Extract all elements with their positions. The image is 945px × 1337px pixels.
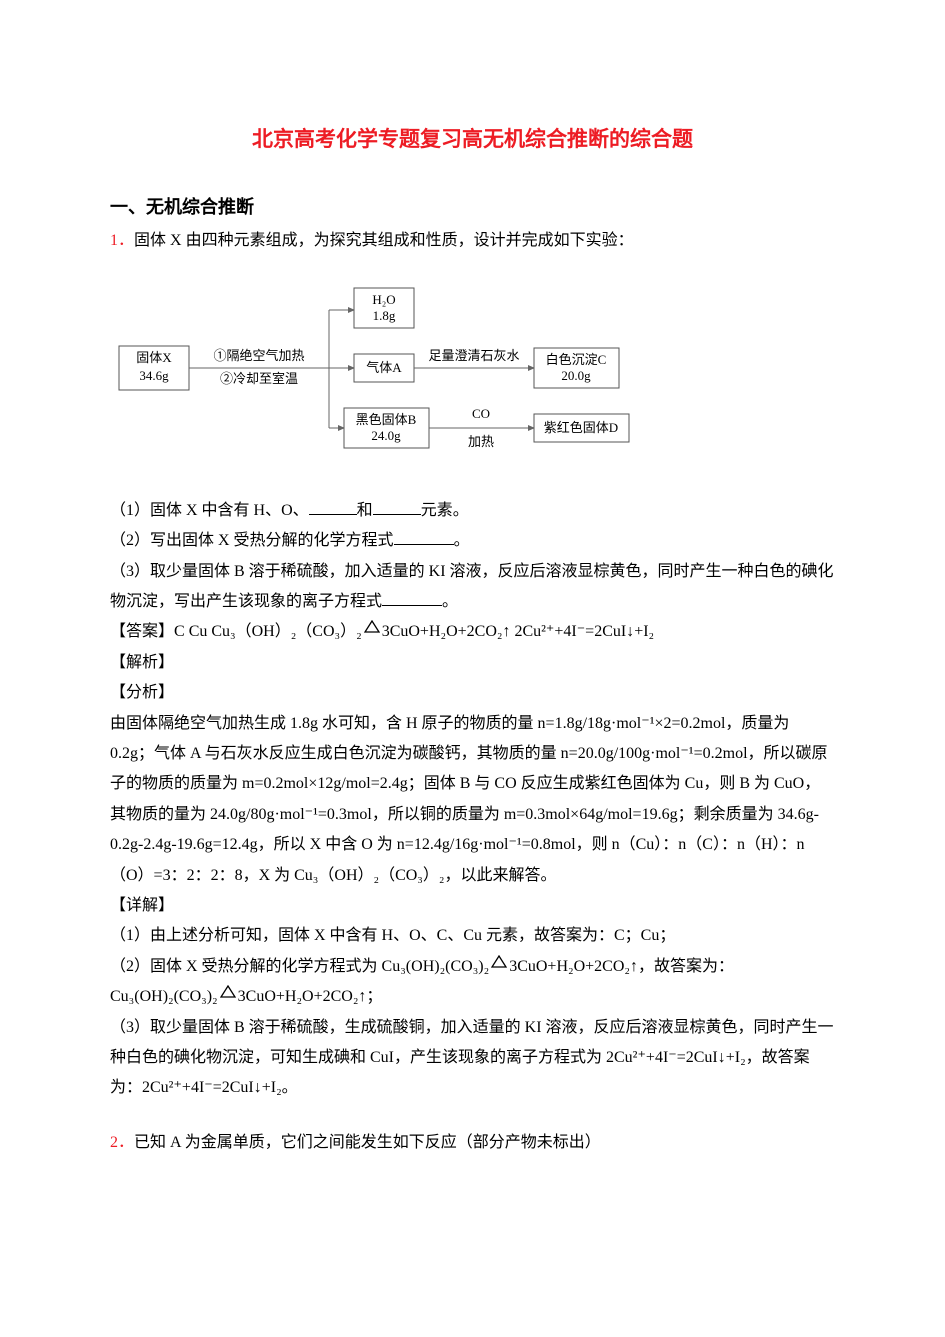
svg-text:②冷却至室温: ②冷却至室温: [220, 371, 298, 386]
q1-3-text-b: 。: [442, 593, 458, 610]
triangle-icon: [220, 980, 236, 1010]
svg-text:黑色固体B: 黑色固体B: [356, 412, 417, 427]
q2-intro-text: 已知 A 为金属单质，它们之间能发生如下反应（部分产物未标出）: [134, 1134, 601, 1151]
q1-1-text-b: 和: [357, 502, 373, 519]
detail-2a: （2）固体 X 受热分解的化学方程式为 Cu₃(OH)₂(CO₃)₂: [110, 958, 489, 975]
q1-1-text-a: （1）固体 X 中含有 H、O、: [110, 502, 309, 519]
q1-2-text-b: 。: [454, 532, 470, 549]
svg-text:固体X: 固体X: [136, 350, 172, 365]
svg-text:足量澄清石灰水: 足量澄清石灰水: [428, 348, 519, 363]
q1-3-text: （3）取少量固体 B 溶于稀硫酸，加入适量的 KI 溶液，反应后溶液显棕黄色，同…: [110, 563, 834, 610]
q1-intro: 1．固体 X 由四种元素组成，为探究其组成和性质，设计并完成如下实验：: [110, 226, 835, 256]
svg-text:CO: CO: [472, 406, 490, 421]
blank: [382, 589, 442, 606]
detail-2d: 3CuO+H₂O+2CO₂↑；: [238, 988, 383, 1005]
triangle-icon: [364, 615, 380, 645]
svg-text:白色沉淀C: 白色沉淀C: [546, 352, 607, 367]
flow-diagram: 固体X 34.6g ①隔绝空气加热 ②冷却至室温 H₂O 1.8g 气体A: [110, 256, 835, 495]
svg-text:20.0g: 20.0g: [561, 368, 591, 383]
detail-label: 【详解】: [110, 891, 835, 921]
q1-part2: （2）写出固体 X 受热分解的化学方程式 。: [110, 526, 835, 556]
svg-text:1.8g: 1.8g: [373, 308, 396, 323]
blank: [309, 498, 357, 515]
q1-1-text-c: 元素。: [421, 502, 469, 519]
q2-number: 2．: [110, 1134, 134, 1151]
q2-intro: 2．已知 A 为金属单质，它们之间能发生如下反应（部分产物未标出）: [110, 1128, 835, 1158]
detail-1: （1）由上述分析可知，固体 X 中含有 H、O、C、Cu 元素，故答案为：C；C…: [110, 921, 835, 951]
blank: [394, 528, 454, 545]
q1-2-text: （2）写出固体 X 受热分解的化学方程式: [110, 532, 394, 549]
detail-2c: Cu₃(OH)₂(CO₃)₂: [110, 988, 218, 1005]
svg-text:①隔绝空气加热: ①隔绝空气加热: [213, 348, 304, 363]
blank: [373, 498, 421, 515]
detail-2b: 3CuO+H₂O+2CO₂↑，故答案为：: [509, 958, 734, 975]
q1-part3: （3）取少量固体 B 溶于稀硫酸，加入适量的 KI 溶液，反应后溶液显棕黄色，同…: [110, 557, 835, 618]
svg-text:34.6g: 34.6g: [139, 368, 169, 383]
analysis-body: 由固体隔绝空气加热生成 1.8g 水可知，含 H 原子的物质的量 n=1.8g/…: [110, 709, 835, 891]
detail-2: （2）固体 X 受热分解的化学方程式为 Cu₃(OH)₂(CO₃)₂ 3CuO+H…: [110, 952, 835, 1013]
analysis-label: 【分析】: [110, 678, 835, 708]
answer-text-a: C Cu Cu₃（OH）₂（CO₃）₂: [174, 623, 362, 640]
svg-text:加热: 加热: [468, 434, 494, 449]
q1-number: 1．: [110, 232, 134, 249]
q1-intro-text: 固体 X 由四种元素组成，为探究其组成和性质，设计并完成如下实验：: [134, 232, 634, 249]
svg-text:H₂O: H₂O: [372, 292, 395, 307]
explain-label: 【解析】: [110, 648, 835, 678]
answer-line: 【答案】C Cu Cu₃（OH）₂（CO₃）₂ 3CuO+H₂O+2CO₂↑ 2C…: [110, 617, 835, 647]
page-title: 北京高考化学专题复习高无机综合推断的综合题: [110, 120, 835, 160]
answer-label: 【答案】: [110, 623, 174, 640]
svg-text:紫红色固体D: 紫红色固体D: [544, 420, 618, 435]
triangle-icon: [491, 950, 507, 980]
section-heading: 一、无机综合推断: [110, 190, 835, 224]
q1-part1: （1）固体 X 中含有 H、O、 和 元素。: [110, 496, 835, 526]
svg-text:气体A: 气体A: [366, 360, 402, 375]
detail-3: （3）取少量固体 B 溶于稀硫酸，生成硫酸铜，加入适量的 KI 溶液，反应后溶液…: [110, 1013, 835, 1104]
answer-text-b: 3CuO+H₂O+2CO₂↑ 2Cu²⁺+4I⁻=2CuI↓+I₂: [382, 623, 654, 640]
svg-text:24.0g: 24.0g: [371, 428, 401, 443]
